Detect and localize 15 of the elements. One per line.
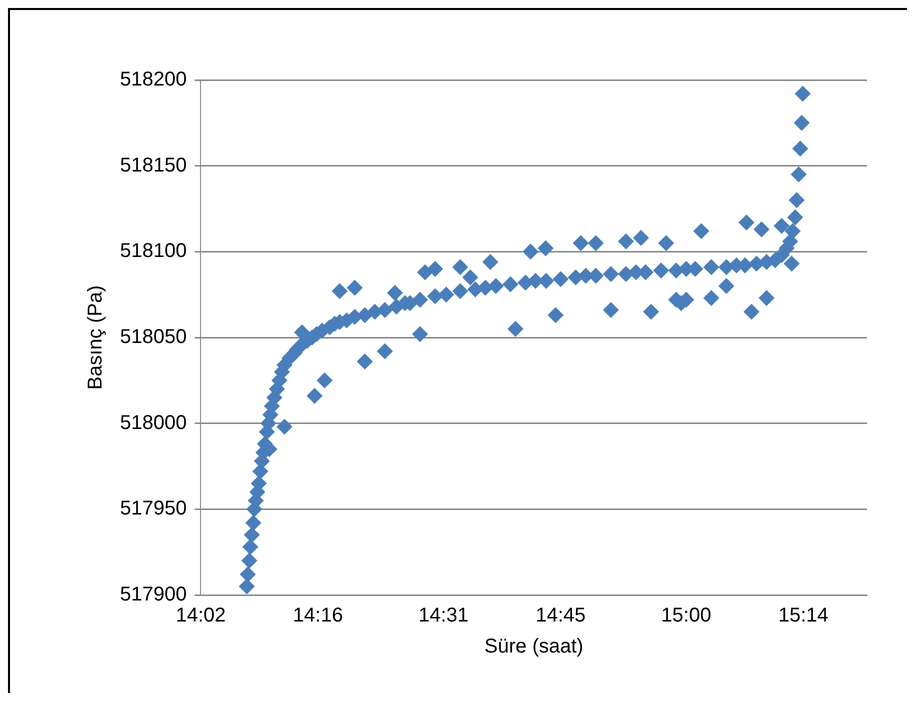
y-tick-label: 518200 — [120, 68, 187, 91]
x-axis-title: Süre (saat) — [484, 636, 584, 658]
y-tick-label: 517900 — [120, 584, 187, 606]
x-tick-label: 14:02 — [176, 604, 226, 627]
y-tick-label: 518100 — [120, 240, 187, 262]
y-tick-label: 517950 — [120, 498, 187, 520]
x-tick-label: 15:14 — [778, 604, 828, 627]
y-tick-label: 518150 — [120, 154, 187, 176]
x-tick-label: 15:00 — [661, 604, 712, 627]
x-tick-label: 14:16 — [292, 604, 343, 627]
y-axis-title: Basınç (Pa) — [84, 285, 107, 390]
y-tick-label: 518050 — [120, 326, 187, 348]
y-tick-label: 518000 — [120, 412, 187, 434]
x-tick-label: 14:31 — [418, 604, 469, 627]
x-tick-label: 14:45 — [536, 604, 586, 627]
